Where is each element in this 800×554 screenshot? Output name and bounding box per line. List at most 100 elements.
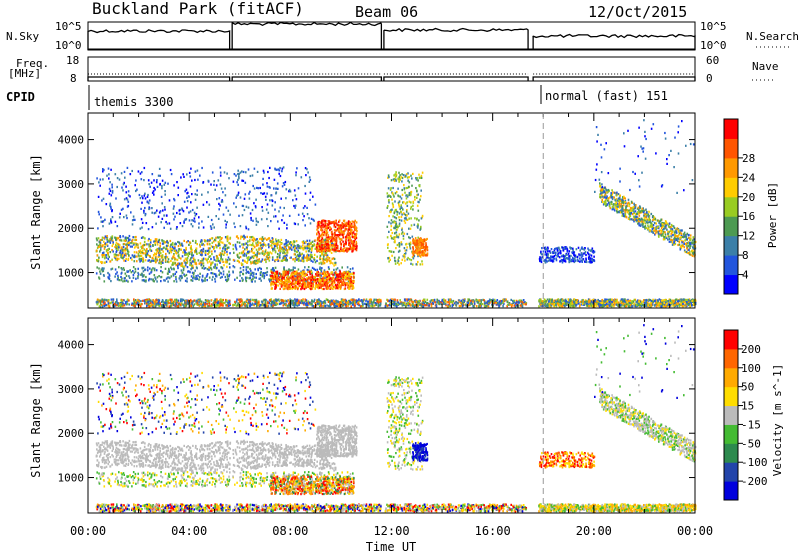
power-point <box>112 242 114 246</box>
power-point <box>267 237 269 240</box>
power-point <box>181 271 184 274</box>
power-point <box>143 248 146 251</box>
power-point <box>284 279 286 282</box>
power-point <box>124 252 127 255</box>
power-point <box>149 239 152 242</box>
power-point <box>161 260 164 263</box>
power-point <box>104 245 106 249</box>
power-point <box>186 196 188 199</box>
power-point <box>132 215 135 218</box>
power-point <box>117 237 120 240</box>
power-point <box>263 274 266 278</box>
power-point <box>274 277 276 280</box>
power-point <box>288 268 290 271</box>
power-point <box>166 276 169 279</box>
power-point <box>166 222 169 225</box>
power-point <box>160 221 162 224</box>
power-point <box>349 272 351 276</box>
power-point <box>168 277 171 280</box>
power-point <box>275 303 277 306</box>
power-point <box>211 250 213 253</box>
power-point <box>215 275 218 278</box>
power-point <box>239 279 241 282</box>
power-point <box>189 185 192 188</box>
power-point <box>128 254 130 257</box>
power-point <box>284 273 287 276</box>
power-point <box>191 251 193 254</box>
power-point <box>502 301 504 304</box>
power-point <box>162 250 164 253</box>
power-point <box>313 280 315 283</box>
power-point <box>307 302 310 305</box>
power-point <box>208 250 211 253</box>
power-point <box>313 267 315 270</box>
power-point <box>109 189 112 192</box>
power-point <box>111 238 113 241</box>
power-point <box>198 262 201 265</box>
power-point <box>362 304 364 308</box>
power-point <box>377 302 380 305</box>
power-point <box>303 301 306 304</box>
power-point <box>272 302 275 305</box>
power-point <box>389 304 392 307</box>
power-point <box>254 238 256 241</box>
power-point <box>512 301 515 304</box>
power-point <box>245 300 248 303</box>
power-point <box>135 243 138 246</box>
power-point <box>325 257 328 260</box>
power-point <box>246 276 248 279</box>
power-point <box>513 299 516 302</box>
power-point <box>515 301 518 304</box>
power-point <box>101 255 104 259</box>
power-point <box>329 245 331 248</box>
power-point <box>133 243 135 246</box>
power-point <box>243 234 245 237</box>
power-point <box>130 256 132 260</box>
power-point <box>242 235 244 238</box>
power-point <box>283 245 286 248</box>
power-point <box>111 183 113 186</box>
power-point <box>338 225 341 228</box>
power-point <box>303 254 305 257</box>
power-point <box>282 182 285 185</box>
power-point <box>212 303 215 307</box>
power-point <box>297 257 299 261</box>
power-point <box>307 269 310 272</box>
power-point <box>336 304 338 307</box>
power-point <box>246 252 248 255</box>
power-point <box>505 298 507 301</box>
power-point <box>329 240 332 243</box>
power-point <box>518 300 520 303</box>
power-point <box>294 285 297 288</box>
power-point <box>169 305 172 308</box>
power-point <box>319 272 321 275</box>
power-point <box>235 196 237 199</box>
power-point <box>153 212 156 215</box>
power-point <box>342 283 344 286</box>
power-point <box>136 303 139 306</box>
power-point <box>256 254 258 257</box>
power-point <box>329 248 331 251</box>
power-point <box>333 228 336 232</box>
power-point <box>306 243 309 246</box>
power-point <box>146 243 148 246</box>
power-point <box>97 237 100 240</box>
power-point <box>223 250 226 253</box>
power-point <box>194 220 196 223</box>
power-point <box>189 259 191 262</box>
power-point <box>123 239 125 242</box>
power-point <box>183 220 185 223</box>
power-point <box>282 251 284 255</box>
power-point <box>126 248 129 251</box>
power-point <box>334 278 336 281</box>
power-point <box>274 167 276 170</box>
power-point <box>498 301 501 304</box>
power-point <box>403 298 406 301</box>
power-point <box>95 272 98 275</box>
power-point <box>309 191 312 194</box>
power-point <box>316 277 319 281</box>
power-point <box>149 248 152 252</box>
power-point <box>98 243 101 247</box>
power-point <box>126 298 129 301</box>
power-point <box>286 223 288 226</box>
